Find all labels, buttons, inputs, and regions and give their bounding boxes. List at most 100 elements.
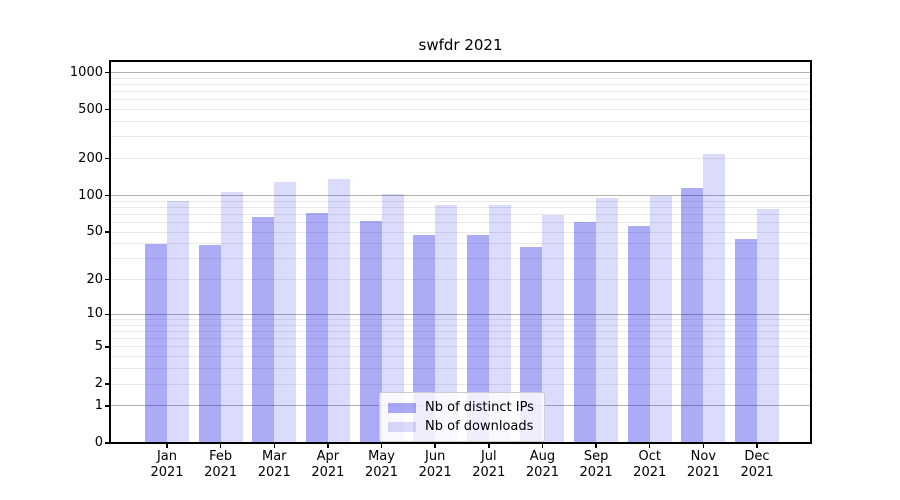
bar-downloads-feb (220, 191, 243, 443)
gridline-minor (110, 77, 811, 79)
x-tick-year: 2021 (311, 465, 345, 480)
x-tick-month: Apr (316, 449, 340, 464)
gridline-minor (110, 279, 811, 281)
chart-title: swfdr 2021 (418, 36, 503, 54)
gridline-minor (110, 222, 811, 224)
bar-downloads-may (381, 194, 404, 443)
x-tick-mark (595, 444, 597, 448)
bar-downloads-jul (488, 205, 511, 443)
x-tick-label: Feb 2021 (193, 449, 249, 481)
y-tick-mark (105, 278, 109, 281)
y-tick-label: 1 (94, 397, 103, 413)
y-tick-label: 20 (86, 271, 103, 287)
x-tick-month: Oct (638, 449, 661, 464)
x-tick-mark (166, 444, 168, 448)
x-tick-year: 2021 (472, 465, 506, 480)
bar-distinct-ips-nov (681, 187, 704, 443)
gridline-minor (110, 368, 811, 370)
y-tick-label: 50 (86, 224, 103, 240)
x-tick-label: Jun 2021 (407, 449, 463, 481)
left-spine (109, 60, 111, 444)
gridline-minor (110, 383, 811, 385)
x-tick-label: Mar 2021 (246, 449, 302, 481)
gridline-minor (110, 91, 811, 93)
legend-row-downloads: Nb of downloads (388, 417, 534, 436)
legend-label-distinct-ips: Nb of distinct IPs (425, 400, 534, 415)
gridline-minor (110, 330, 811, 332)
bar-distinct-ips-oct (627, 226, 650, 443)
gridline-minor (110, 356, 811, 358)
bar-distinct-ips-sep (574, 221, 597, 443)
y-tick-label: 200 (78, 150, 103, 166)
legend-label-downloads: Nb of downloads (425, 419, 534, 434)
x-tick-label: Oct 2021 (622, 449, 678, 481)
x-tick-year: 2021 (740, 465, 774, 480)
x-tick-month: Nov (690, 449, 717, 464)
legend-row-distinct-ips: Nb of distinct IPs (388, 398, 534, 417)
x-tick-month: Jun (425, 449, 446, 464)
y-tick-mark (105, 194, 109, 197)
y-tick-mark (105, 383, 109, 385)
y-tick-mark (105, 71, 109, 74)
gridline-major (110, 72, 811, 74)
y-tick-label: 10 (86, 306, 103, 322)
gridline-minor (110, 99, 811, 101)
x-tick-mark (327, 444, 329, 448)
legend-swatch-downloads (388, 421, 416, 432)
x-tick-label: Jan 2021 (139, 449, 195, 481)
y-tick-label: 0 (94, 435, 103, 450)
gridline-minor (110, 258, 811, 260)
x-tick-label: May 2021 (354, 449, 410, 481)
x-tick-year: 2021 (525, 465, 559, 480)
gridline-minor (110, 319, 811, 321)
right-spine (810, 60, 812, 444)
y-tick-label: 500 (78, 101, 103, 117)
x-tick-year: 2021 (633, 465, 667, 480)
bar-distinct-ips-apr (305, 212, 328, 443)
x-tick-month: Mar (262, 449, 287, 464)
gridline-minor (110, 109, 811, 111)
bar-distinct-ips-mar (252, 216, 275, 443)
x-tick-mark (488, 444, 490, 448)
gridline-minor (110, 324, 811, 326)
y-tick-label: 5 (94, 338, 103, 354)
x-tick-year: 2021 (579, 465, 613, 480)
x-tick-mark (219, 444, 222, 448)
gridline-minor (110, 83, 811, 85)
legend: Nb of distinct IPs Nb of downloads (379, 392, 545, 442)
x-tick-label: Apr 2021 (300, 449, 356, 481)
plot-area (110, 61, 811, 443)
gridline-minor (110, 346, 811, 348)
bar-downloads-nov (703, 153, 726, 443)
bar-downloads-sep (596, 198, 619, 443)
bar-distinct-ips-feb (198, 245, 221, 443)
x-tick-year: 2021 (257, 465, 291, 480)
x-tick-label: Nov 2021 (675, 449, 731, 481)
bar-distinct-ips-jul (466, 235, 489, 443)
x-tick-year: 2021 (150, 465, 184, 480)
x-tick-month: Feb (209, 449, 233, 464)
bar-distinct-ips-dec (735, 238, 757, 443)
x-tick-month: Dec (744, 449, 770, 464)
y-tick-label: 1000 (69, 64, 103, 80)
x-tick-mark (273, 444, 276, 448)
x-tick-year: 2021 (204, 465, 238, 480)
gridline-minor (110, 231, 811, 233)
y-tick-mark (105, 157, 109, 160)
y-tick-mark (105, 108, 109, 111)
bar-downloads-aug (542, 215, 565, 443)
x-tick-month: Sep (583, 449, 609, 464)
top-spine (109, 60, 812, 62)
x-tick-mark (434, 444, 436, 448)
bar-downloads-jun (435, 205, 458, 443)
y-tick-mark (105, 405, 109, 407)
x-tick-year: 2021 (418, 465, 452, 480)
bar-downloads-dec (757, 208, 779, 443)
x-tick-label: Aug 2021 (514, 449, 570, 481)
bar-downloads-apr (327, 179, 350, 443)
x-tick-year: 2021 (364, 465, 399, 480)
y-tick-mark (105, 313, 109, 316)
y-tick-mark (105, 442, 109, 444)
bar-distinct-ips-jan (145, 243, 167, 443)
